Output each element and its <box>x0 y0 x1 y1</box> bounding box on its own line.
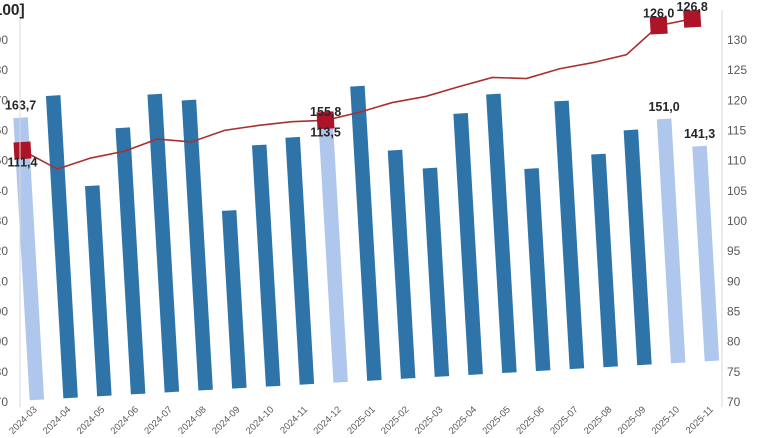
svg-text:100: 100 <box>727 214 747 228</box>
svg-text:126,0: 126,0 <box>643 7 674 21</box>
svg-text:90: 90 <box>0 335 8 349</box>
svg-text:70: 70 <box>0 395 8 409</box>
svg-text:130: 130 <box>727 33 747 47</box>
svg-text:110: 110 <box>0 274 8 288</box>
svg-text:[2015=100]: [2015=100] <box>0 2 25 19</box>
svg-text:180: 180 <box>0 63 8 77</box>
svg-text:100: 100 <box>0 305 8 319</box>
svg-text:141,3: 141,3 <box>684 127 715 141</box>
svg-text:80: 80 <box>727 335 741 349</box>
svg-text:113,5: 113,5 <box>310 125 341 139</box>
svg-text:80: 80 <box>0 365 8 379</box>
svg-text:105: 105 <box>727 184 747 198</box>
svg-text:120: 120 <box>0 244 8 258</box>
svg-text:163,7: 163,7 <box>5 99 36 113</box>
svg-text:115: 115 <box>727 124 746 138</box>
svg-text:160: 160 <box>0 124 8 138</box>
svg-text:130: 130 <box>0 214 8 228</box>
svg-text:90: 90 <box>727 274 741 288</box>
svg-text:155,8: 155,8 <box>310 105 341 119</box>
svg-text:151,0: 151,0 <box>648 100 679 114</box>
svg-text:126,8: 126,8 <box>677 0 708 14</box>
svg-text:120: 120 <box>727 93 747 107</box>
svg-text:70: 70 <box>727 395 741 409</box>
svg-text:150: 150 <box>0 154 8 168</box>
svg-text:170: 170 <box>0 93 8 107</box>
svg-text:111,4: 111,4 <box>8 156 38 170</box>
svg-text:95: 95 <box>727 244 741 258</box>
svg-text:190: 190 <box>0 33 8 47</box>
svg-text:85: 85 <box>727 305 741 319</box>
svg-text:110: 110 <box>727 154 746 168</box>
svg-text:75: 75 <box>727 365 741 379</box>
svg-text:140: 140 <box>0 184 8 198</box>
svg-text:125: 125 <box>727 63 747 77</box>
